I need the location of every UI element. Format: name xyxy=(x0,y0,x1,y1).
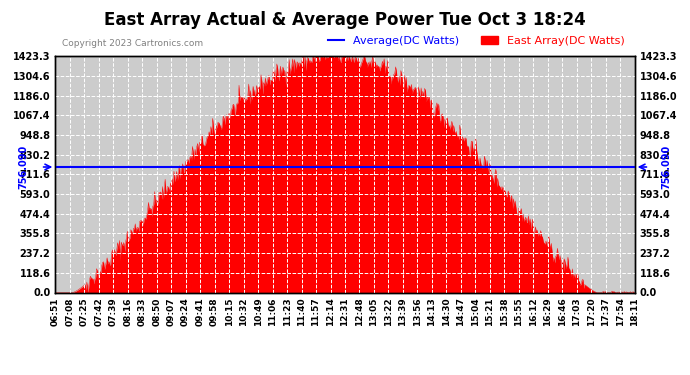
Text: 756.090: 756.090 xyxy=(19,145,28,189)
Legend: Average(DC Watts), East Array(DC Watts): Average(DC Watts), East Array(DC Watts) xyxy=(323,31,629,50)
Text: East Array Actual & Average Power Tue Oct 3 18:24: East Array Actual & Average Power Tue Oc… xyxy=(104,11,586,29)
Text: 756.090: 756.090 xyxy=(662,145,671,189)
Text: Copyright 2023 Cartronics.com: Copyright 2023 Cartronics.com xyxy=(62,39,204,48)
